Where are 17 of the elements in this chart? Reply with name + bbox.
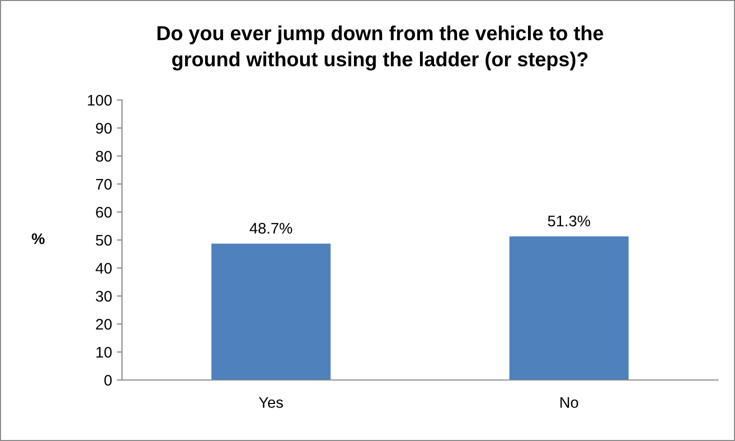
y-tick-label: 90 xyxy=(96,122,112,134)
y-tick-label: 30 xyxy=(96,290,112,302)
x-tick-label: Yes xyxy=(258,397,283,408)
y-tick-label: 20 xyxy=(96,318,112,330)
data-label: 48.7% xyxy=(250,222,292,234)
y-tick-label: 40 xyxy=(96,262,112,274)
data-label: 51.3% xyxy=(548,216,590,226)
y-tick-label: 100 xyxy=(88,94,112,106)
x-tick-label: No xyxy=(560,397,578,408)
y-tick-label: 80 xyxy=(96,150,112,162)
y-tick-label: 0 xyxy=(104,374,112,386)
y-tick-label: 60 xyxy=(96,206,112,218)
y-axis-title: % xyxy=(32,233,45,244)
y-tick-label: 10 xyxy=(96,346,112,358)
y-tick-label: 70 xyxy=(96,178,112,190)
chart-title: Do you ever jump down from the vehicle to the ground without using the ladder (or steps)? xyxy=(158,26,604,70)
y-tick-label: 50 xyxy=(96,234,112,246)
